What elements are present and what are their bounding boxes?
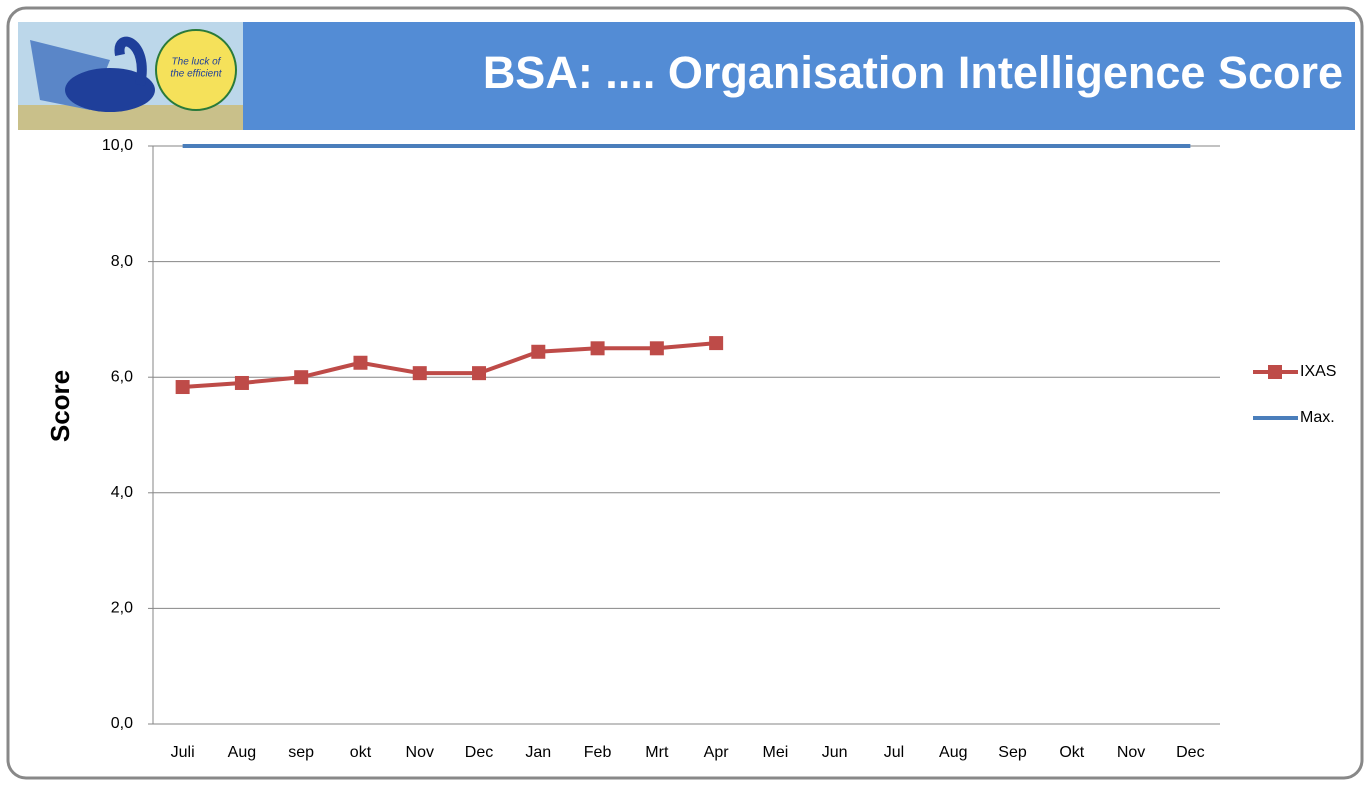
x-tick-label: Mrt (645, 744, 669, 761)
marker (472, 366, 486, 380)
legend-label: Max. (1300, 409, 1335, 426)
y-tick-label: 8,0 (111, 253, 133, 270)
marker (709, 336, 723, 350)
x-tick-label: Apr (704, 744, 730, 761)
x-tick-label: Jul (884, 744, 904, 761)
marker (531, 345, 545, 359)
x-tick-label: Feb (584, 744, 612, 761)
chart: The luck of the efficient BSA: .... Orga… (0, 0, 1370, 786)
x-tick-label: Dec (1176, 744, 1204, 761)
x-tick-label: Aug (939, 744, 967, 761)
x-tick-label: Jun (822, 744, 848, 761)
y-tick-label: 10,0 (102, 137, 133, 154)
y-axis-title: Score (45, 370, 75, 442)
x-tick-label: Dec (465, 744, 493, 761)
marker (413, 366, 427, 380)
x-tick-label: Aug (228, 744, 256, 761)
logo: The luck of the efficient (18, 22, 243, 130)
x-tick-label: Juli (171, 744, 195, 761)
marker (591, 341, 605, 355)
x-tick-label: sep (288, 744, 314, 761)
marker (235, 376, 249, 390)
x-tick-label: Nov (1117, 744, 1145, 761)
y-tick-label: 4,0 (111, 484, 133, 501)
x-tick-label: Jan (525, 744, 551, 761)
x-tick-label: Nov (406, 744, 434, 761)
logo-text: The luck of (172, 57, 222, 68)
x-tick-label: okt (350, 744, 372, 761)
x-tick-label: Mei (763, 744, 789, 761)
legend-marker (1268, 365, 1282, 379)
marker (294, 370, 308, 384)
y-tick-label: 2,0 (111, 600, 133, 617)
x-tick-label: Sep (998, 744, 1027, 761)
page: The luck of the efficient BSA: .... Orga… (0, 0, 1370, 786)
y-tick-label: 6,0 (111, 368, 133, 385)
marker (176, 380, 190, 394)
x-tick-label: Okt (1059, 744, 1084, 761)
y-tick-label: 0,0 (111, 715, 133, 732)
marker (650, 341, 664, 355)
logo-text: the efficient (170, 69, 222, 80)
marker (353, 356, 367, 370)
chart-title: BSA: .... Organisation Intelligence Scor… (483, 47, 1343, 98)
legend-label: IXAS (1300, 363, 1336, 380)
